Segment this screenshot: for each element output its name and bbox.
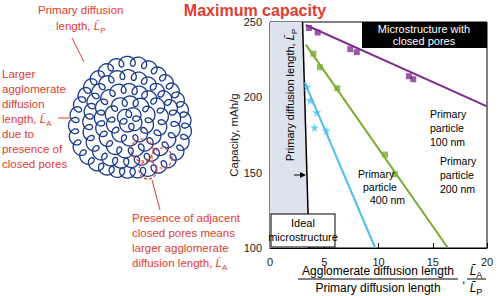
svg-text:15: 15 bbox=[427, 256, 439, 268]
svg-text:Primary: Primary bbox=[358, 168, 395, 180]
svg-text:,: , bbox=[462, 272, 465, 286]
svg-text:Agglomerate diffusion length: Agglomerate diffusion length bbox=[302, 264, 454, 278]
svg-text:Microstructure with: Microstructure with bbox=[378, 23, 470, 35]
svg-text:length, L̄A: length, L̄A bbox=[2, 113, 52, 128]
svg-text:closed pores: closed pores bbox=[393, 35, 456, 47]
svg-text:Capacity, mAh/g: Capacity, mAh/g bbox=[228, 93, 240, 177]
svg-text:5: 5 bbox=[321, 256, 327, 268]
svg-text:particle: particle bbox=[430, 122, 464, 134]
svg-text:100: 100 bbox=[244, 242, 262, 254]
svg-text:0: 0 bbox=[267, 256, 273, 268]
svg-text:Primary diffusion: Primary diffusion bbox=[38, 4, 123, 16]
svg-text:presence of: presence of bbox=[2, 143, 63, 155]
svg-text:Maximum capacity: Maximum capacity bbox=[184, 2, 326, 19]
svg-text:Presence of adjacent: Presence of adjacent bbox=[132, 212, 241, 224]
svg-text:200 nm: 200 nm bbox=[440, 183, 475, 195]
svg-text:Primary diffusion length: Primary diffusion length bbox=[315, 281, 440, 295]
svg-text:particle: particle bbox=[363, 181, 397, 193]
svg-text:larger agglomerate: larger agglomerate bbox=[132, 242, 229, 254]
svg-text:200: 200 bbox=[244, 91, 262, 103]
svg-text:Primary: Primary bbox=[430, 108, 467, 120]
svg-text:diffusion: diffusion bbox=[2, 98, 45, 110]
svg-text:closed pores: closed pores bbox=[2, 158, 67, 170]
svg-text:microstructure: microstructure bbox=[268, 231, 338, 243]
svg-text:diffusion length, L̄A: diffusion length, L̄A bbox=[132, 257, 228, 272]
svg-text:20: 20 bbox=[481, 256, 493, 268]
svg-text:400 nm: 400 nm bbox=[370, 194, 405, 206]
svg-text:Primary: Primary bbox=[440, 155, 477, 167]
svg-text:10: 10 bbox=[372, 256, 384, 268]
svg-text:Ideal: Ideal bbox=[291, 217, 315, 229]
svg-text:Primary diffusion length, L̄P: Primary diffusion length, L̄P bbox=[284, 29, 299, 161]
svg-text:100 nm: 100 nm bbox=[430, 136, 465, 148]
svg-text:L̄A: L̄A bbox=[470, 264, 483, 280]
svg-text:length, L̄P: length, L̄P bbox=[56, 20, 105, 35]
svg-text:L̄P: L̄P bbox=[470, 281, 483, 296]
svg-text:250: 250 bbox=[244, 16, 262, 28]
svg-text:due to: due to bbox=[2, 128, 34, 140]
svg-text:closed pores means: closed pores means bbox=[132, 227, 235, 239]
svg-text:Larger: Larger bbox=[2, 68, 35, 80]
svg-text:150: 150 bbox=[244, 167, 262, 179]
svg-text:particle: particle bbox=[440, 169, 474, 181]
svg-text:agglomerate: agglomerate bbox=[2, 83, 66, 95]
